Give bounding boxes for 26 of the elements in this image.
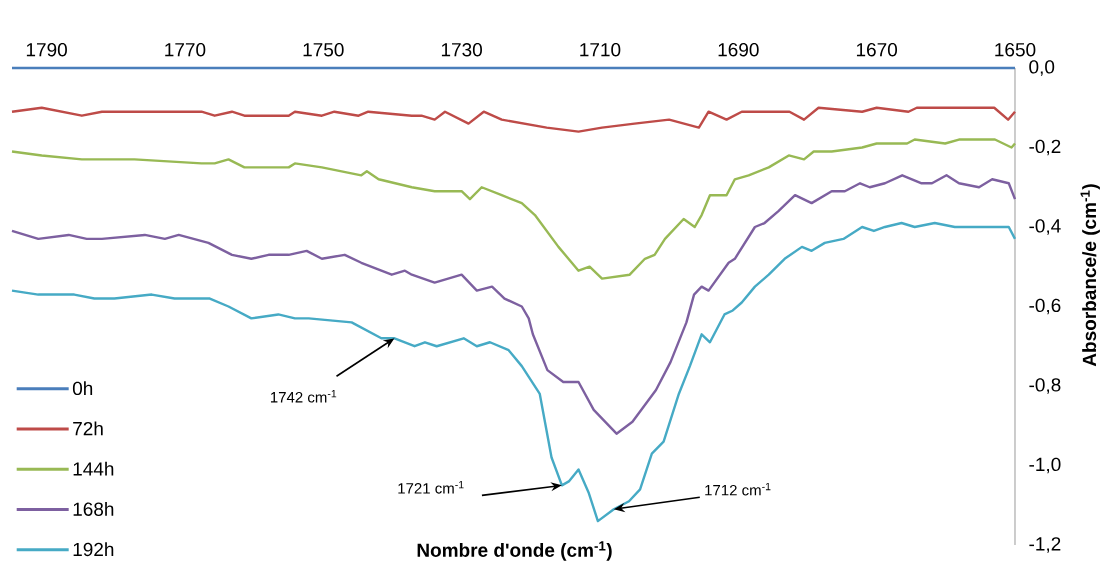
y-tick-label: -0,2 [1029, 139, 1061, 156]
x-tick-label: 1670 [856, 43, 898, 57]
y-tick-label: -1,2 [1029, 537, 1061, 553]
legend-label: 0h [72, 381, 93, 396]
x-tick-label: 1750 [303, 43, 344, 57]
y-tick-label: -1,0 [1029, 457, 1061, 474]
y-tick-label: -0,6 [1029, 298, 1061, 315]
annotation: 1721 cm$^{-1}$ [398, 481, 464, 494]
y-tick-label: -0,8 [1029, 378, 1061, 394]
line-series [10, 174, 1017, 435]
x-tick-label: 1710 [580, 43, 621, 57]
x-tick-label: 1730 [441, 43, 482, 57]
x-axis-title: Nombre d'onde (cm$^{-1}$) [417, 541, 612, 561]
legend-label: 168h [73, 501, 114, 516]
annotation: 1742 cm$^{-1}$ [270, 390, 337, 403]
x-tick-label: 1790 [26, 43, 67, 57]
y-axis-title: Absorbance/e (cm$^{-1}$) [1080, 184, 1100, 367]
annotation: 1712 cm$^{-1}$ [705, 482, 771, 496]
x-tick-label: 1770 [165, 43, 206, 57]
x-tick-label: 1650 [995, 43, 1036, 57]
y-tick-label: 0,0 [1029, 60, 1055, 76]
x-tick-label: 1690 [718, 43, 759, 57]
legend-label: 72h [73, 421, 103, 436]
legend-label: 144h [73, 461, 114, 476]
legend-label: 192h [73, 542, 114, 557]
y-tick-label: -0,4 [1029, 219, 1061, 235]
